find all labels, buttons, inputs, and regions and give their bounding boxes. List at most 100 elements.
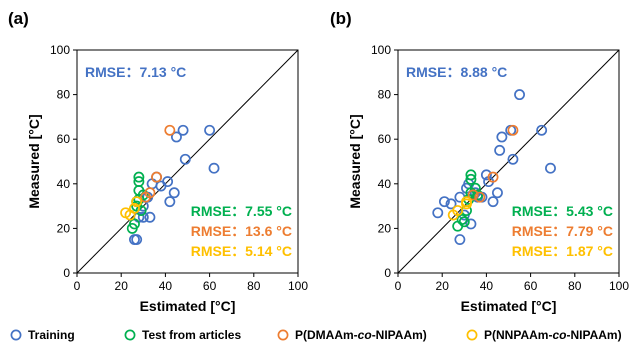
data-point [514,89,526,101]
y-tick-label: 80 [57,88,71,102]
series-p-dmaam-co-nipaam [140,124,176,203]
y-tick-label: 80 [378,88,392,102]
legend-marker [466,329,478,341]
panel-label: (a) [8,9,29,28]
y-tick-label: 40 [378,177,392,191]
data-point [536,124,548,136]
legend-item-p-nnpaam-co-nipaam: P(NNPAAm-co-NIPAAm) [466,328,622,342]
y-axis-label: Measured [°C] [347,114,363,208]
data-point [545,162,556,174]
legend-label-part: -NIPAAm) [566,328,621,342]
x-tick-label: 40 [480,279,494,293]
legend-label-part: co [358,328,372,342]
y-tick-label: 40 [57,177,71,191]
y-axis-label: Measured [°C] [26,114,42,208]
rmse-p-dmaam-co-nipaam: RMSE：7.79 °C [512,223,613,239]
y-tick-label: 20 [378,221,392,235]
data-point [162,176,174,188]
series-test-from-articles [452,169,484,232]
y-tick-label: 60 [378,132,392,146]
legend-label-part: co [552,328,566,342]
legend-label-part: Training [28,328,75,342]
data-point [144,187,156,199]
chart-panel-a: (a) 0 20 40 60 80 100 0 20 40 60 80 100 Estimated [°C… [8,9,308,314]
x-axis-label: Estimated [°C] [140,298,236,314]
plot-frame [397,49,620,274]
x-axis-label: Estimated [°C] [461,298,557,314]
x-tick-label: 0 [74,279,81,293]
data-point [168,187,180,199]
data-point [179,153,191,165]
legend-item-p-dmaam-co-nipaam: P(DMAAm-co-NIPAAm) [277,328,427,342]
rmse-test-from-articles: RMSE：5.43 °C [512,203,613,219]
plot-frame [76,49,299,274]
data-point [458,216,470,228]
data-point [465,169,477,181]
rmse-training: RMSE：7.13 °C [85,64,186,80]
data-point [492,187,503,199]
x-tick-label: 80 [247,279,261,293]
data-point [445,198,457,210]
legend-marker [277,329,289,341]
data-point [204,124,216,136]
data-point [474,191,486,203]
data-point [208,162,220,174]
data-point [487,196,499,208]
x-tick-label: 0 [395,279,402,293]
x-tick-label: 80 [568,279,582,293]
legend-label-part: P(NNPAAm- [484,328,552,342]
legend-marker [10,329,22,341]
data-point [465,218,477,230]
data-point [170,131,182,143]
x-tick-label: 60 [524,279,538,293]
chart-panel-b: (b) 0 20 40 60 80 100 0 20 40 60 80 100 Estimated [°C… [330,9,629,314]
data-point [456,214,468,225]
y-tick-label: 100 [50,43,70,57]
data-point [129,202,140,214]
data-point [487,171,499,183]
data-point [452,220,464,232]
data-point [496,131,508,143]
data-point [494,144,506,156]
data-point [461,198,472,210]
panel-label: (b) [330,9,352,28]
data-point [469,182,481,194]
legend-marker [124,329,136,341]
data-point [467,189,479,201]
data-point [155,180,167,192]
series-training [432,89,556,245]
legend-item-test-from-articles: Test from articles [124,328,241,342]
data-point [131,234,143,245]
y-tick-label: 100 [371,43,391,57]
series-p-nnpaam-co-nipaam [447,196,472,221]
series-p-dmaam-co-nipaam [467,124,519,203]
y-tick-label: 60 [57,132,71,146]
data-point [472,189,484,201]
rmse-p-nnpaam-co-nipaam: RMSE：5.14 °C [191,243,292,259]
x-tick-label: 100 [609,279,629,293]
y-tick-label: 0 [384,266,391,280]
rmse-training: RMSE：8.88 °C [406,64,507,80]
rmse-p-nnpaam-co-nipaam: RMSE：1.87 °C [512,243,613,259]
legend-label-part: -NIPAAm) [372,328,427,342]
data-point [452,205,464,217]
legend-label: P(DMAAm-co-NIPAAm) [295,328,427,342]
series-p-nnpaam-co-nipaam [120,196,143,221]
identity-line [76,49,299,274]
y-tick-label: 0 [63,266,70,280]
x-tick-label: 60 [203,279,217,293]
legend-label-part: P(DMAAm- [295,328,358,342]
x-tick-label: 20 [436,279,450,293]
data-point [144,211,156,223]
y-tick-label: 20 [57,221,71,235]
legend: Training Test from articles P(DMAAm-co-NIP… [10,328,622,342]
data-point [133,176,145,188]
legend-label-part: Test from articles [142,328,241,342]
data-point [135,205,147,217]
series-test-from-articles [126,171,149,234]
x-tick-label: 100 [288,279,308,293]
data-point [454,234,466,245]
data-point [507,124,519,136]
data-point [151,171,163,183]
